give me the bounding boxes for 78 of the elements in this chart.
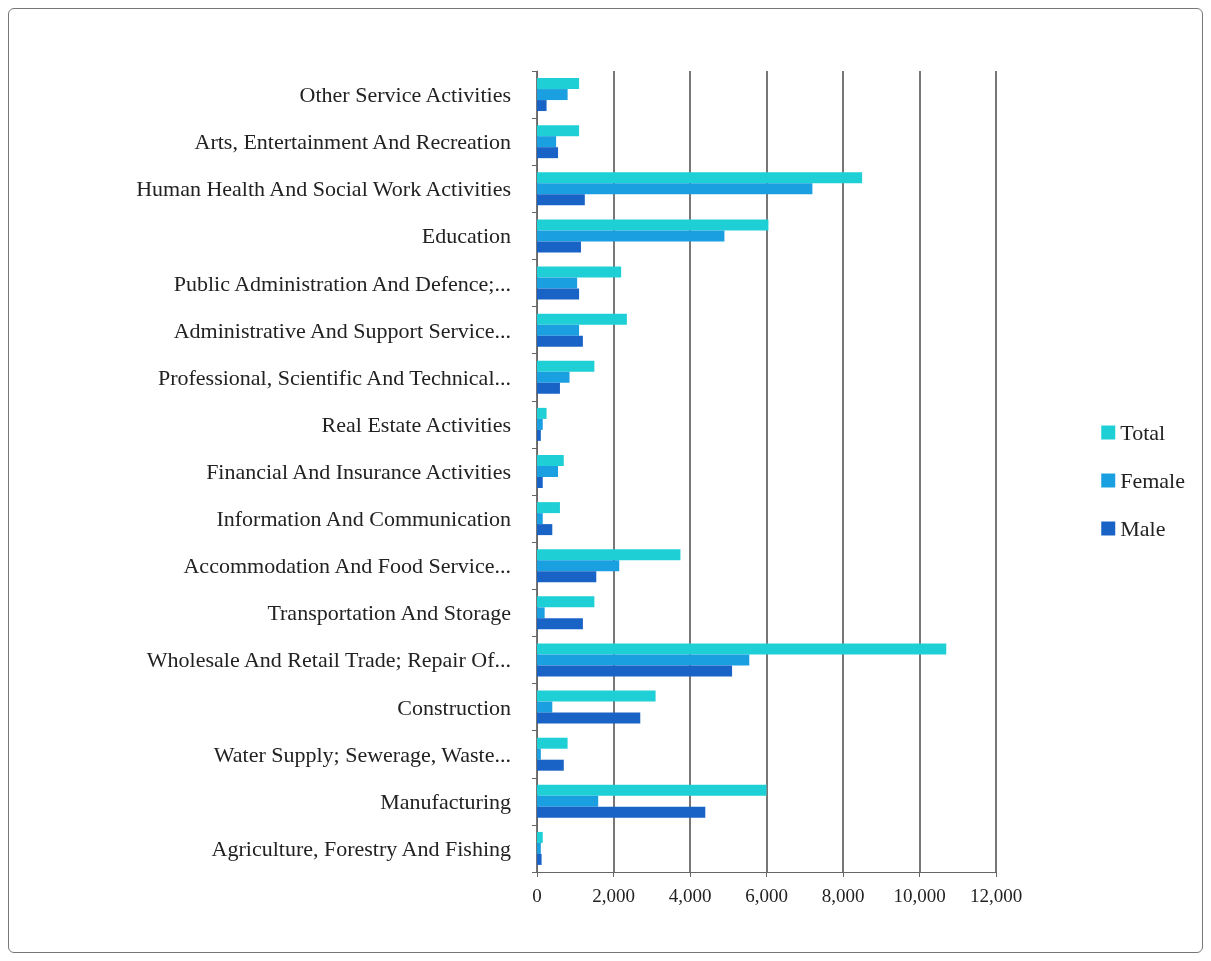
- x-tick-label: 10,000: [893, 885, 946, 906]
- bar: [537, 136, 557, 148]
- y-tick-label: Arts, Entertainment And Recreation: [194, 129, 511, 155]
- bar: [537, 382, 560, 394]
- y-tick-label: Wholesale And Retail Trade; Repair Of...: [146, 647, 511, 673]
- x-tick-label: 2,000: [592, 885, 635, 906]
- x-tick-label: 0: [532, 885, 542, 906]
- x-tick-label: 4,000: [668, 885, 712, 906]
- bar: [537, 172, 863, 184]
- y-tick-label: Accommodation And Food Service...: [183, 553, 511, 579]
- bar: [537, 654, 750, 666]
- bar: [537, 183, 813, 195]
- bar: [537, 194, 585, 206]
- bar: [537, 78, 580, 90]
- bar: [537, 266, 622, 278]
- y-tick-label: Information And Communication: [216, 506, 511, 532]
- y-tick-label: Administrative And Support Service...: [173, 317, 511, 343]
- bar: [537, 89, 568, 101]
- legend-label: Total: [1120, 420, 1166, 445]
- bar: [537, 665, 733, 677]
- y-tick-label: Agriculture, Forestry And Fishing: [211, 835, 511, 861]
- bar: [537, 477, 543, 488]
- bar: [537, 806, 706, 818]
- y-tick-label: Other Service Activities: [299, 82, 511, 108]
- y-tick-label: Public Administration And Defence;...: [173, 270, 511, 296]
- bar: [537, 418, 543, 430]
- bar: [537, 429, 541, 441]
- bar: [537, 288, 580, 300]
- bar: [537, 371, 570, 383]
- bar: [537, 712, 641, 724]
- bar: [537, 466, 559, 477]
- bar: [537, 842, 541, 854]
- legend-label: Female: [1120, 468, 1186, 493]
- bar: [537, 690, 656, 702]
- bar: [537, 277, 578, 289]
- bar: [537, 147, 559, 159]
- x-tick-label: 8,000: [821, 885, 865, 906]
- bar: [537, 560, 620, 572]
- bar: [537, 853, 542, 865]
- bar: [537, 100, 547, 112]
- y-tick-label: Financial And Insurance Activities: [206, 459, 511, 484]
- y-tick-label: Water Supply; Sewerage, Waste...: [213, 741, 511, 767]
- bar: [537, 230, 725, 242]
- bar: [537, 335, 583, 347]
- bar: [537, 513, 543, 525]
- y-tick-label: Transportation And Storage: [267, 600, 511, 626]
- bar: [537, 502, 560, 514]
- bar: [537, 571, 597, 583]
- bar: [537, 607, 545, 619]
- bar: [537, 643, 947, 655]
- bar: [537, 360, 595, 372]
- y-tick-label: Manufacturing: [380, 788, 511, 814]
- y-tick-label: Education: [421, 223, 511, 249]
- y-tick-label: Human Health And Social Work Activities: [136, 176, 511, 202]
- bar: [537, 125, 580, 137]
- bar: [537, 241, 581, 253]
- bar: [537, 455, 564, 466]
- bar: [537, 407, 547, 419]
- y-tick-label: Professional, Scientific And Technical...: [157, 364, 511, 390]
- bar: [537, 737, 568, 749]
- bar: [537, 524, 553, 536]
- y-tick-label: Construction: [397, 694, 511, 720]
- x-tick-label: 12,000: [969, 885, 1023, 906]
- bar: [537, 748, 541, 760]
- bar: [537, 219, 769, 231]
- bar: [537, 313, 627, 325]
- bar: [537, 701, 553, 713]
- bar: [537, 759, 564, 771]
- bar: [537, 795, 599, 807]
- legend-label: Male: [1120, 516, 1166, 541]
- bar: [537, 831, 543, 843]
- x-tick-label: 6,000: [745, 885, 788, 906]
- bar: [537, 596, 595, 608]
- bar: [537, 324, 580, 336]
- y-tick-label: Real Estate Activities: [321, 411, 511, 437]
- bar: [537, 618, 583, 630]
- bar: [537, 549, 681, 561]
- bar: [537, 784, 767, 796]
